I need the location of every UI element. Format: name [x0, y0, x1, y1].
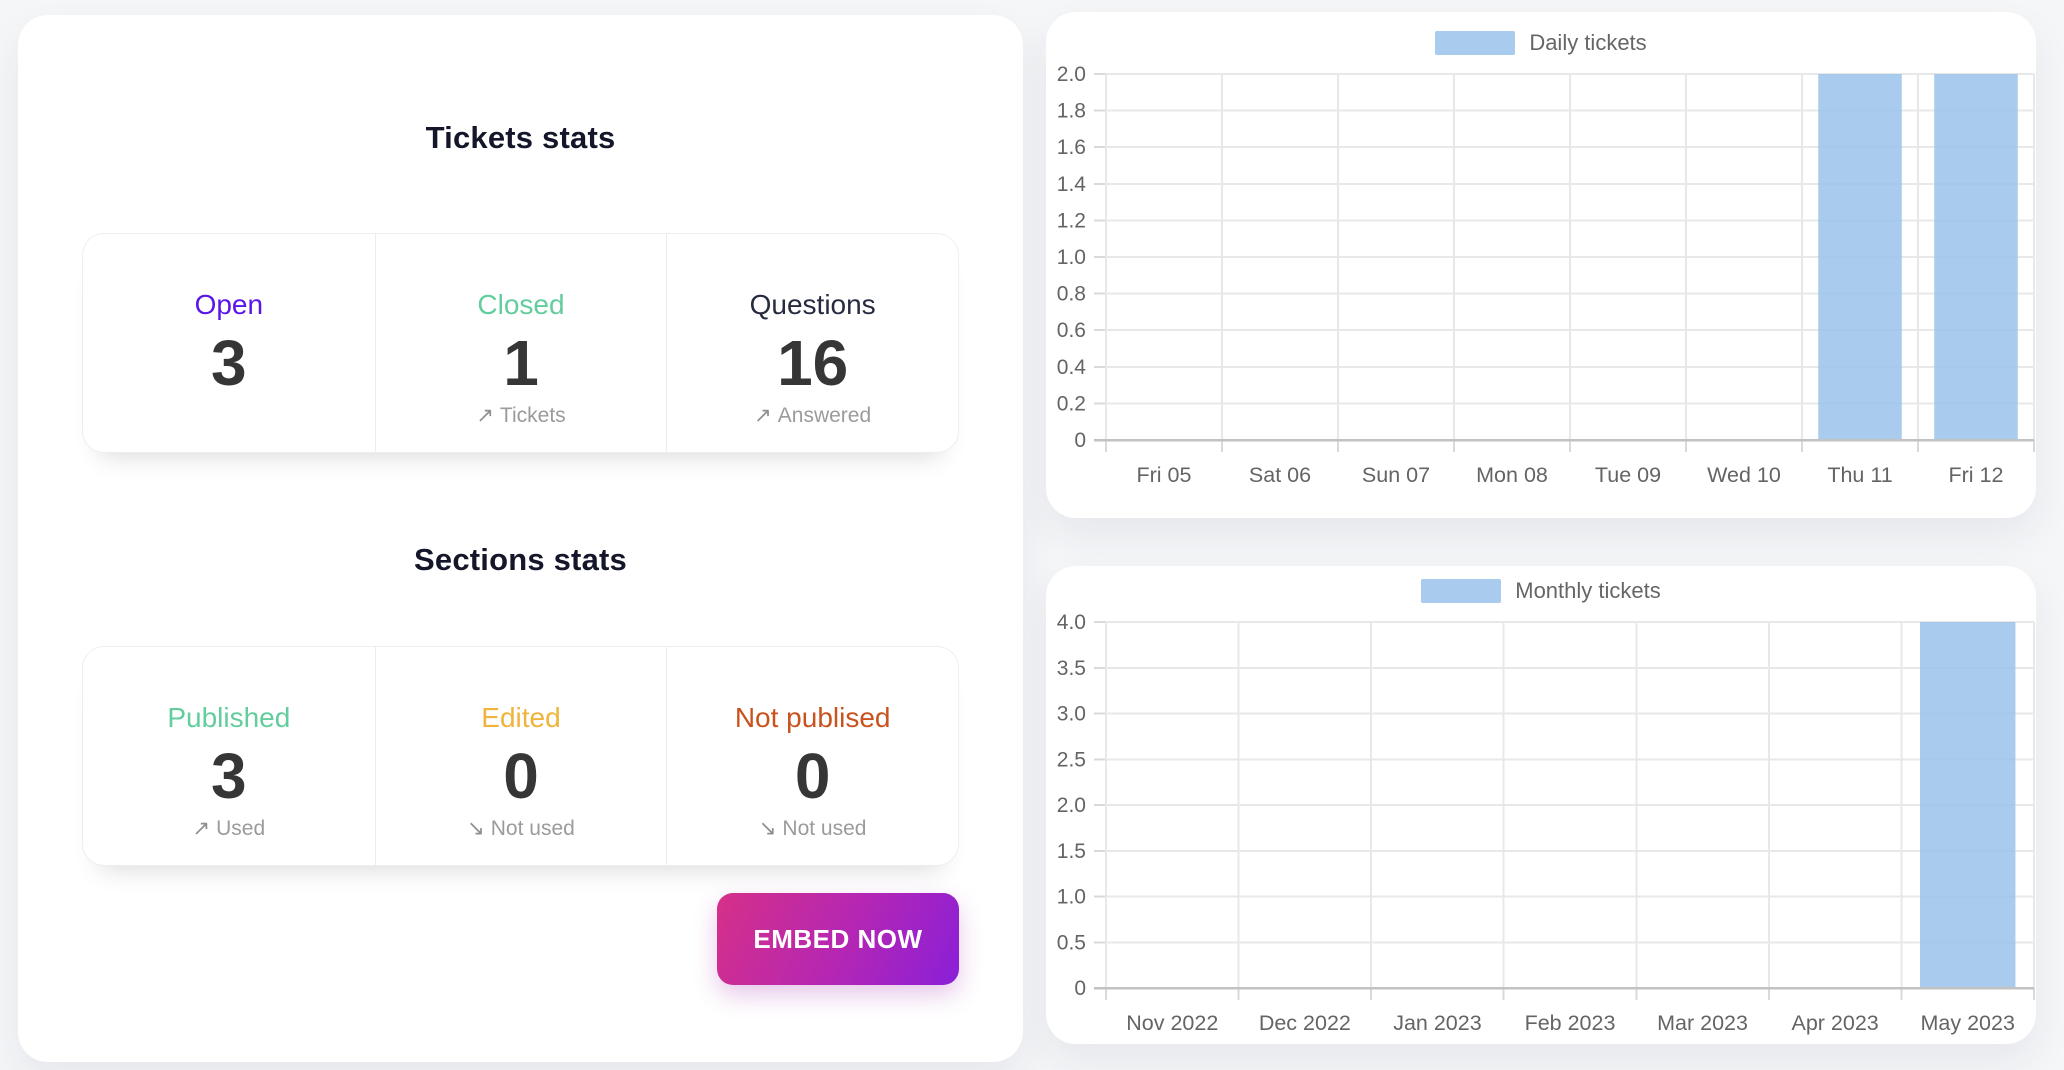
stat-value: 3 [211, 740, 247, 812]
y-tick-label: 1.6 [1057, 136, 1086, 159]
chart-bar [1934, 74, 2018, 440]
stat-sub-text: Used [216, 817, 266, 840]
stat-label: Not publised [734, 702, 891, 733]
legend-label: Daily tickets [1529, 30, 1647, 55]
y-tick-label: 2.5 [1057, 748, 1086, 771]
stat-sublabel: ↘ Not used [667, 815, 958, 842]
y-tick-label: 1.4 [1057, 173, 1087, 196]
embed-button-row: EMBED NOW [82, 893, 959, 985]
stat-card-not-published: Not publised 0 ↘ Not used [666, 647, 958, 865]
stat-label: Published [167, 702, 291, 733]
stat-value: 3 [211, 327, 247, 399]
stat-card-edited: Edited 0 ↘ Not used [374, 647, 667, 865]
tickets-stats-group: Open 3 Closed 1 ↗ Tickets Questions 16 ↗ A… [82, 233, 959, 453]
y-tick-label: 1.0 [1057, 246, 1086, 269]
y-tick-label: 0.8 [1057, 283, 1086, 306]
x-tick-label: Feb 2023 [1525, 1011, 1616, 1035]
trend-up-arrow-icon: ↗ [754, 403, 772, 427]
y-tick-label: 1.2 [1057, 209, 1086, 232]
stat-card-published: Published 3 ↗ Used [83, 647, 375, 865]
y-tick-label: 0 [1074, 977, 1086, 1000]
trend-down-arrow-icon: ↘ [467, 816, 485, 840]
x-tick-label: Jan 2023 [1393, 1011, 1482, 1035]
x-tick-label: Wed 10 [1707, 463, 1781, 487]
x-tick-label: Sat 06 [1249, 463, 1311, 487]
legend-swatch [1435, 31, 1516, 55]
monthly-tickets-bar-chart: 4.0 3.5 3.0 2.5 2.0 1.5 1.0 0.5 0 Nov 2022 Dec 202… [1057, 611, 2035, 1035]
trend-up-arrow-icon: ↗ [476, 403, 494, 427]
stats-panel: Tickets stats Open 3 Closed 1 ↗ Tickets Q… [18, 15, 1023, 1062]
stat-label: Closed [477, 289, 565, 320]
sections-stats-group: Published 3 ↗ Used Edited 0 ↘ Not used Not… [82, 646, 959, 866]
stat-sublabel: ↗ Tickets [376, 402, 667, 429]
stat-value: 0 [794, 740, 831, 812]
stat-sub-text: Not used [782, 817, 867, 840]
y-tick-label: 4.0 [1057, 611, 1086, 634]
monthly-tickets-chart-card: Monthly tickets 4.0 3.5 3.0 2.5 2.0 1.5 1.0 0.5… [1046, 566, 2036, 1044]
y-tick-label: 1.0 [1057, 886, 1086, 909]
daily-chart-legend[interactable]: Daily tickets [1046, 28, 2036, 58]
y-tick-label: 3.0 [1057, 703, 1086, 726]
stat-sublabel: ↗ Answered [667, 402, 958, 429]
y-tick-label: 2.0 [1057, 794, 1086, 817]
x-tick-label: Apr 2023 [1792, 1011, 1879, 1035]
y-tick-label: 0.4 [1057, 356, 1087, 379]
stat-sub-text: Not used [490, 817, 575, 840]
x-tick-label: Tue 09 [1595, 463, 1661, 487]
x-tick-label: Fri 12 [1949, 463, 2004, 487]
trend-up-arrow-icon: ↗ [192, 816, 211, 840]
tickets-stats-title: Tickets stats [425, 120, 616, 155]
y-tick-label: 0.5 [1057, 931, 1086, 954]
daily-tickets-chart-card: Daily tickets 2.0 1.8 1.6 1.4 1.2 1.0 0.8 0.6 0.… [1046, 12, 2036, 518]
stat-value: 16 [777, 327, 849, 399]
y-tick-label: 2.0 [1057, 63, 1086, 86]
stat-label: Open [194, 289, 264, 320]
x-tick-label: Nov 2022 [1126, 1011, 1218, 1035]
x-tick-label: Mar 2023 [1657, 1011, 1748, 1035]
stat-value: 0 [503, 740, 539, 812]
stat-sub-text: Answered [777, 404, 872, 427]
y-tick-label: 0 [1074, 429, 1086, 452]
stat-sublabel: ↘ Not used [376, 815, 667, 842]
x-tick-label: Thu 11 [1827, 463, 1892, 487]
y-tick-label: 0.6 [1057, 319, 1086, 342]
stat-card-questions: Questions 16 ↗ Answered [666, 234, 958, 452]
y-tick-label: 3.5 [1057, 657, 1086, 680]
daily-tickets-bar-chart: 2.0 1.8 1.6 1.4 1.2 1.0 0.8 0.6 0.4 0.2 0 Fri 05 Sat… [1057, 63, 2035, 487]
sections-stats-title: Sections stats [414, 542, 627, 577]
chart-bar [1818, 74, 1902, 440]
stat-label: Edited [481, 702, 561, 733]
legend-swatch [1421, 579, 1502, 603]
stat-card-closed: Closed 1 ↗ Tickets [374, 234, 667, 452]
stat-sublabel: ↗ Used [83, 815, 375, 842]
embed-now-button[interactable]: EMBED NOW [717, 893, 959, 985]
chart-bar [1919, 622, 2016, 988]
y-tick-label: 0.2 [1057, 392, 1086, 415]
monthly-chart-legend[interactable]: Monthly tickets [1046, 576, 2036, 606]
y-tick-label: 1.8 [1057, 100, 1086, 123]
x-tick-label: Mon 08 [1476, 463, 1548, 487]
legend-label: Monthly tickets [1515, 578, 1661, 603]
x-tick-label: Fri 05 [1137, 463, 1192, 487]
x-tick-label: Dec 2022 [1259, 1011, 1351, 1035]
stat-value: 1 [503, 327, 539, 399]
trend-down-arrow-icon: ↘ [758, 816, 777, 840]
stat-card-open: Open 3 [83, 234, 375, 452]
stat-sublabel [83, 402, 375, 429]
x-tick-label: Sun 07 [1362, 463, 1430, 487]
stat-sub-text: Tickets [499, 404, 566, 427]
stat-label: Questions [749, 289, 876, 320]
x-tick-label: May 2023 [1921, 1011, 2015, 1035]
y-tick-label: 1.5 [1057, 840, 1086, 863]
